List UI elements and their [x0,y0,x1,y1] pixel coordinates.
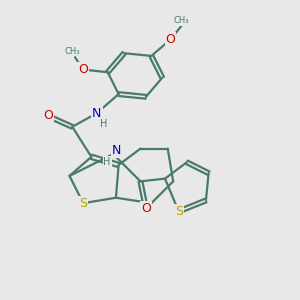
Text: O: O [43,110,53,122]
Text: O: O [166,33,176,46]
Text: CH₃: CH₃ [174,16,189,25]
Text: S: S [79,197,87,210]
Text: H: H [100,118,107,128]
Text: O: O [78,63,88,76]
Text: O: O [141,202,151,215]
Text: S: S [175,205,183,218]
Text: H: H [103,157,111,167]
Text: CH₃: CH₃ [64,47,80,56]
Text: N: N [112,144,121,157]
Text: N: N [92,107,101,120]
